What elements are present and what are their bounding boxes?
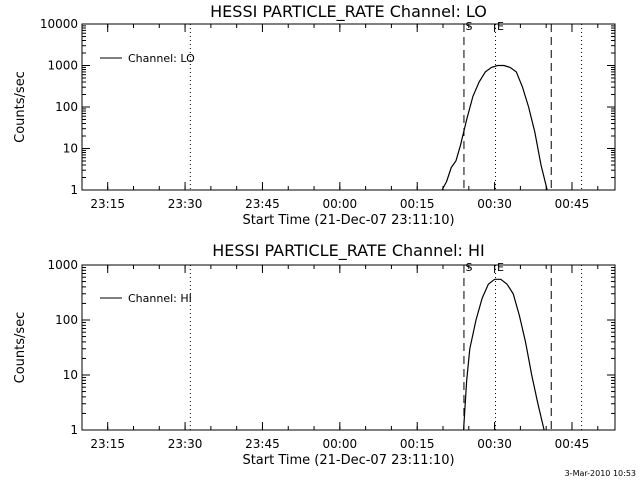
footer-timestamp: 3-Mar-2010 10:53 [565, 469, 636, 478]
legend-label: Channel: LO [128, 52, 195, 65]
x-tick-label: 00:15 [400, 197, 435, 211]
marker-s: S [465, 20, 472, 33]
series-line [441, 64, 548, 191]
chart-title: HESSI PARTICLE_RATE Channel: LO [210, 2, 487, 22]
y-tick-label: 1 [70, 423, 78, 437]
x-tick-label: 00:45 [555, 197, 590, 211]
x-tick-label: 00:15 [400, 437, 435, 451]
y-tick-label: 100 [55, 313, 78, 327]
x-tick-label: 23:45 [245, 437, 280, 451]
y-tick-label: 1 [70, 183, 78, 197]
x-tick-label: 00:45 [555, 437, 590, 451]
y-axis-label: Counts/sec [13, 71, 28, 143]
chart-panel-0: HESSI PARTICLE_RATE Channel: LO 23:15 23:3… [13, 2, 616, 228]
x-axis-label: Start Time (21-Dec-07 23:11:10) [242, 453, 454, 468]
chart-title: HESSI PARTICLE_RATE Channel: HI [212, 241, 485, 261]
x-tick-label: 00:30 [477, 437, 512, 451]
y-tick-label: 10 [63, 368, 78, 382]
x-tick-label: 23:15 [90, 197, 125, 211]
x-tick-label: 00:30 [477, 197, 512, 211]
legend-label: Channel: HI [128, 292, 192, 305]
y-tick-label: 10 [63, 142, 78, 156]
y-tick-label: 1000 [47, 258, 78, 272]
y-tick-label: 1000 [47, 59, 78, 73]
y-tick-label: 10000 [40, 17, 78, 31]
plot-frame [81, 264, 616, 431]
x-tick-label: 23:30 [168, 197, 203, 211]
x-tick-label: 00:00 [323, 437, 358, 451]
x-axis-label: Start Time (21-Dec-07 23:11:10) [242, 213, 454, 228]
marker-e: E [497, 20, 504, 33]
x-tick-label: 23:30 [168, 437, 203, 451]
marker-s: S [465, 261, 472, 274]
x-tick-label: 00:00 [323, 197, 358, 211]
chart-panel-1: HESSI PARTICLE_RATE Channel: HI 23:15 23:3… [13, 241, 616, 468]
marker-e: E [497, 261, 504, 274]
series-line [463, 278, 545, 431]
x-tick-label: 23:15 [90, 437, 125, 451]
x-tick-label: 23:45 [245, 197, 280, 211]
y-tick-label: 100 [55, 100, 78, 114]
plot-frame [81, 23, 616, 191]
y-axis-label: Counts/sec [13, 312, 28, 384]
